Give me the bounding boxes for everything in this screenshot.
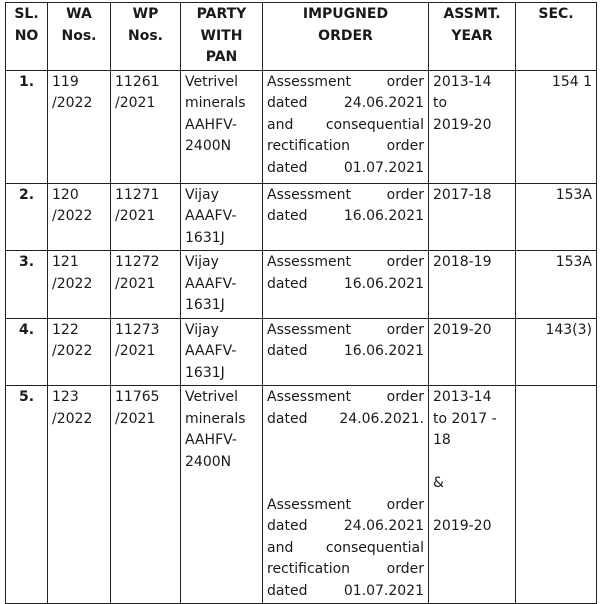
- cell-wp: 11261 /2021: [110, 69, 181, 184]
- cell-order: Assessment order dated 24.06.2021. Assess…: [262, 385, 429, 604]
- cell-year: 2013-14 to 2017 - 18 & 2019-20: [428, 385, 516, 604]
- cell-sl: 4.: [5, 317, 48, 386]
- order-line: Assessment order: [267, 321, 424, 338]
- cell-party: Vijay AAAFV- 1631J: [180, 250, 263, 319]
- order-line: Assessment order: [267, 496, 424, 513]
- header-wa-nos: WA Nos.: [47, 2, 111, 71]
- order-line: Assessment order: [267, 389, 424, 405]
- cell-sec: 143(3): [515, 317, 597, 386]
- header-row: SL. NO WA Nos. WP Nos. PARTY WITH PAN IMPUGN…: [5, 2, 597, 71]
- cell-wp: 11272 /2021: [110, 250, 181, 319]
- order-line: Assessment order: [267, 186, 424, 203]
- header-impugned-order: IMPUGNED ORDER: [262, 2, 429, 71]
- order-line: dated 16.06.2021: [267, 208, 424, 224]
- cases-table: SL. NO WA Nos. WP Nos. PARTY WITH PAN IMPUGN…: [5, 2, 597, 604]
- order-line: dated 16.06.2021: [267, 343, 424, 359]
- cell-sec: 153A: [515, 250, 597, 319]
- order-line: Assessment order: [267, 254, 424, 270]
- cell-order: Assessment order dated 16.06.2021: [262, 182, 429, 251]
- table-row: 5. 123 /2022 11765 /2021 Vetrivel minerals …: [5, 385, 597, 604]
- cell-order: Assessment order dated 24.06.2021 and cons…: [262, 69, 429, 184]
- cell-year: 2013-14 to 2019-20: [428, 69, 516, 184]
- order-line: dated 01.07.2021: [267, 582, 424, 599]
- cell-year: 2018-19: [428, 250, 516, 319]
- cell-sec: [515, 385, 597, 604]
- order-line: [267, 473, 424, 495]
- table-row: 4. 122 /2022 11273 /2021 Vijay AAAFV- 1631J…: [5, 317, 597, 386]
- cell-sl: 3.: [5, 250, 48, 319]
- order-line: rectification order: [267, 138, 424, 154]
- cell-year: 2017-18: [428, 182, 516, 251]
- order-line: rectification order: [267, 561, 424, 577]
- header-assmt-year: ASSMT. YEAR: [428, 2, 516, 71]
- cell-wa: 120 /2022: [47, 182, 111, 251]
- order-line: dated 24.06.2021: [267, 518, 424, 534]
- order-line: and consequential: [267, 116, 424, 133]
- order-line: Assessment order: [267, 73, 424, 90]
- cell-wa: 121 /2022: [47, 250, 111, 319]
- cell-sl: 2.: [5, 182, 48, 251]
- cell-year: 2019-20: [428, 317, 516, 386]
- order-line: dated 24.06.2021.: [267, 410, 424, 427]
- cell-wp: 11765 /2021: [110, 385, 181, 604]
- cell-wp: 11273 /2021: [110, 317, 181, 386]
- cell-sec: 154 1: [515, 69, 597, 184]
- cell-party: Vetrivel minerals AAHFV- 2400N: [180, 385, 263, 604]
- cell-wa: 122 /2022: [47, 317, 111, 386]
- table-row: 1. 119 /2022 11261 /2021 Vetrivel minerals …: [5, 69, 597, 184]
- table-row: 3. 121 /2022 11272 /2021 Vijay AAAFV- 1631J…: [5, 250, 597, 319]
- cell-wa: 119 /2022: [47, 69, 111, 184]
- table-row: 2. 120 /2022 11271 /2021 Vijay AAAFV- 1631J…: [5, 182, 597, 251]
- order-line: dated 24.06.2021: [267, 95, 424, 111]
- order-line: dated 16.06.2021: [267, 275, 424, 292]
- cell-sl: 5.: [5, 385, 48, 604]
- cell-order: Assessment order dated 16.06.2021: [262, 317, 429, 386]
- cell-party: Vetrivel minerals AAHFV- 2400N: [180, 69, 263, 184]
- cell-wp: 11271 /2021: [110, 182, 181, 251]
- cell-order: Assessment order dated 16.06.2021: [262, 250, 429, 319]
- header-wp-nos: WP Nos.: [110, 2, 181, 71]
- cell-sl: 1.: [5, 69, 48, 184]
- cell-sec: 153A: [515, 182, 597, 251]
- header-sec: SEC.: [515, 2, 597, 71]
- cell-wa: 123 /2022: [47, 385, 111, 604]
- order-line: [267, 452, 424, 474]
- header-party-with-pan: PARTY WITH PAN: [180, 2, 263, 71]
- order-line: dated 01.07.2021: [267, 159, 424, 176]
- cell-party: Vijay AAAFV- 1631J: [180, 182, 263, 251]
- order-line: and consequential: [267, 539, 424, 556]
- cell-party: Vijay AAAFV- 1631J: [180, 317, 263, 386]
- order-line: [267, 430, 424, 452]
- header-sl-no: SL. NO: [5, 2, 48, 71]
